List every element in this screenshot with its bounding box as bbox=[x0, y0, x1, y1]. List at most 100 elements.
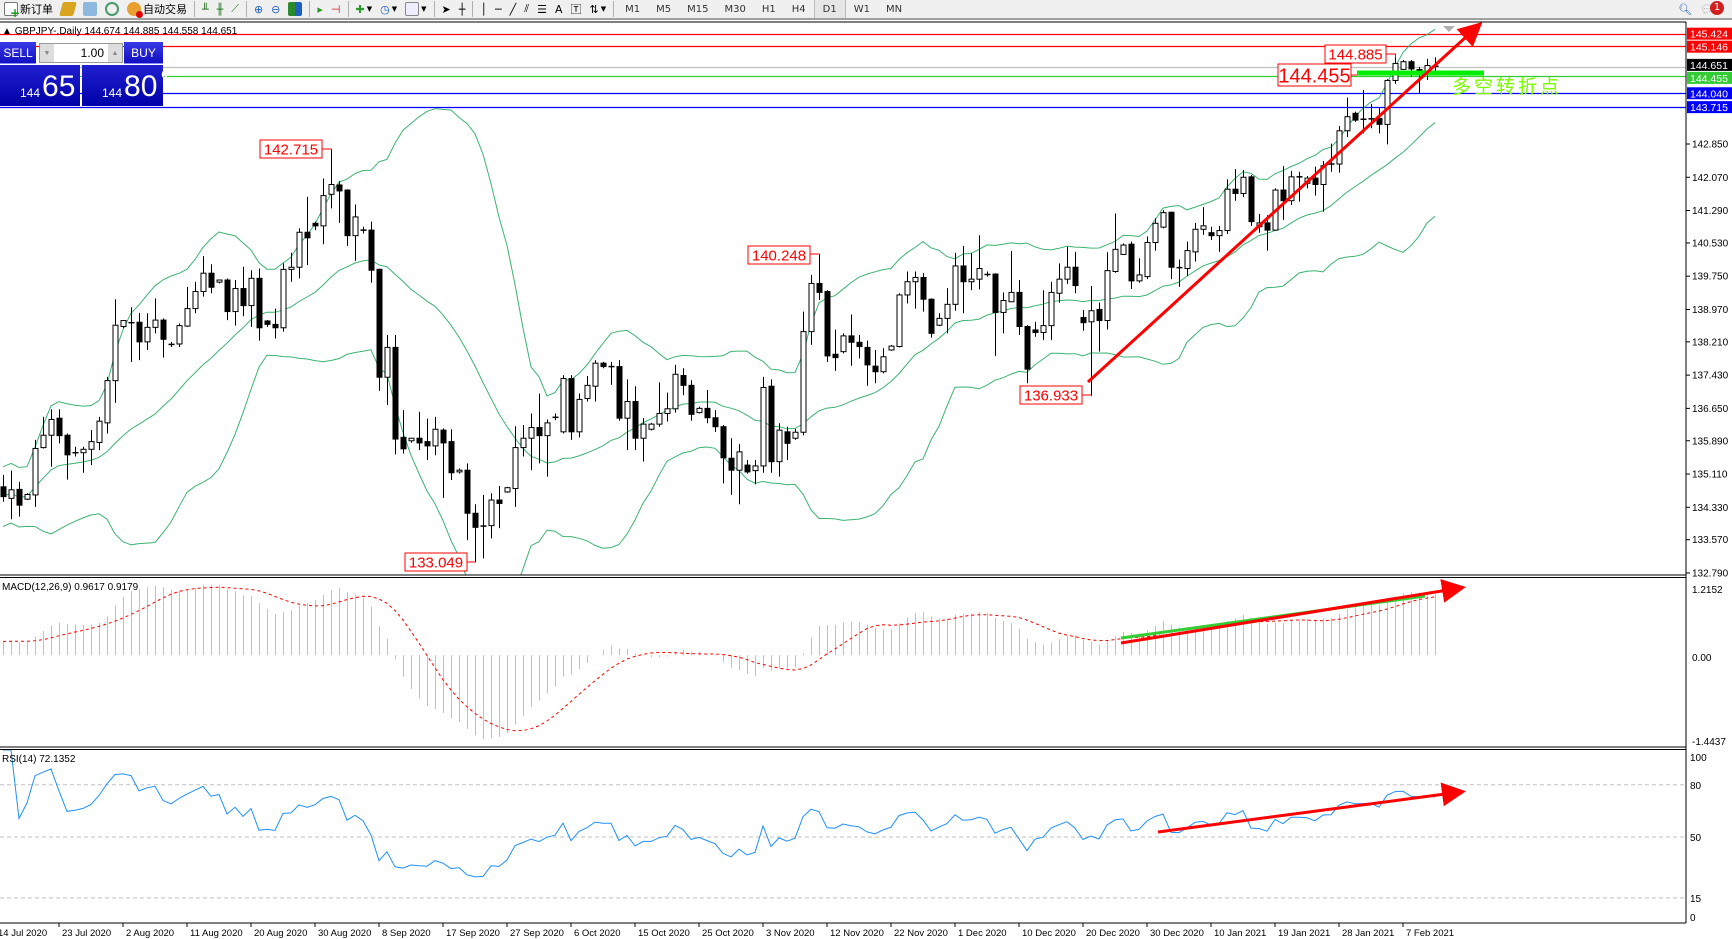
candle[interactable] bbox=[512, 426, 519, 507]
candle[interactable] bbox=[624, 379, 631, 451]
candle[interactable] bbox=[592, 360, 599, 402]
candle[interactable] bbox=[1384, 79, 1391, 145]
candle[interactable] bbox=[72, 446, 79, 457]
candle[interactable] bbox=[1344, 97, 1351, 138]
candle[interactable] bbox=[760, 376, 767, 473]
fibonacci-button[interactable]: ☰ bbox=[533, 0, 551, 18]
candle[interactable] bbox=[568, 375, 575, 440]
candle[interactable] bbox=[1152, 218, 1159, 251]
candle[interactable] bbox=[840, 333, 847, 354]
candle[interactable] bbox=[120, 320, 127, 329]
candle[interactable] bbox=[224, 278, 231, 321]
notifications-button[interactable]: 💬︎ 1 bbox=[1696, 0, 1724, 18]
candle[interactable] bbox=[1280, 166, 1287, 220]
candle[interactable] bbox=[200, 256, 207, 297]
candle[interactable] bbox=[552, 413, 559, 421]
candle[interactable] bbox=[1136, 258, 1143, 283]
candle[interactable] bbox=[368, 221, 375, 283]
chart-window[interactable]: ▲ GBPJPY-,Daily 144.674 144.885 144.558 … bbox=[0, 20, 1732, 939]
price-label-high2[interactable]: 140.248 bbox=[747, 245, 820, 265]
crosshair-button[interactable]: ┼ bbox=[455, 0, 470, 18]
candle[interactable] bbox=[960, 245, 967, 314]
candle[interactable] bbox=[184, 286, 191, 327]
candle[interactable] bbox=[232, 280, 239, 326]
candle[interactable] bbox=[1240, 170, 1247, 198]
candle[interactable] bbox=[984, 271, 991, 277]
candle[interactable] bbox=[936, 313, 943, 327]
candle[interactable] bbox=[800, 311, 807, 436]
timeframe-d1[interactable]: D1 bbox=[813, 0, 846, 18]
candle[interactable] bbox=[1224, 179, 1231, 234]
candle[interactable] bbox=[1296, 171, 1303, 202]
candle[interactable] bbox=[32, 439, 39, 507]
candle[interactable] bbox=[1016, 280, 1023, 336]
candle[interactable] bbox=[240, 266, 247, 317]
candle[interactable] bbox=[1248, 175, 1255, 226]
candle[interactable] bbox=[496, 485, 503, 529]
auto-scroll-button[interactable]: ▸ bbox=[313, 0, 327, 18]
candle[interactable] bbox=[952, 252, 959, 311]
candle[interactable] bbox=[784, 426, 791, 460]
price-label-low1[interactable]: 133.049 bbox=[404, 552, 476, 572]
trend-arrow-macd[interactable] bbox=[1120, 579, 1466, 645]
candle[interactable] bbox=[336, 181, 343, 223]
candle[interactable] bbox=[1288, 170, 1295, 205]
candle[interactable] bbox=[288, 252, 295, 282]
candle[interactable] bbox=[1192, 222, 1199, 262]
candle[interactable] bbox=[904, 271, 911, 304]
candle[interactable] bbox=[528, 413, 535, 471]
timeframe-m5[interactable]: M5 bbox=[656, 3, 672, 15]
price-label-high1[interactable]: 142.715 bbox=[259, 139, 332, 159]
timeframe-h1[interactable]: H1 bbox=[761, 3, 776, 15]
candle[interactable] bbox=[888, 344, 895, 351]
candle[interactable] bbox=[280, 263, 287, 332]
candle[interactable] bbox=[0, 474, 7, 502]
candle[interactable] bbox=[824, 290, 831, 362]
candle[interactable] bbox=[320, 178, 327, 245]
candle[interactable] bbox=[648, 422, 655, 431]
candle[interactable] bbox=[544, 419, 551, 477]
candle[interactable] bbox=[1232, 169, 1239, 201]
candle[interactable] bbox=[88, 430, 95, 466]
candle[interactable] bbox=[928, 298, 935, 338]
candle[interactable] bbox=[1200, 207, 1207, 235]
new-order-button[interactable]: + 新订单 bbox=[0, 0, 57, 19]
candle[interactable] bbox=[136, 312, 143, 361]
candle[interactable] bbox=[1000, 292, 1007, 334]
candle[interactable] bbox=[704, 390, 711, 424]
candle[interactable] bbox=[1360, 89, 1367, 134]
signals-button[interactable] bbox=[101, 0, 123, 18]
tile-windows-button[interactable] bbox=[284, 0, 306, 18]
candle[interactable] bbox=[456, 468, 463, 474]
candle[interactable] bbox=[1264, 215, 1271, 251]
candle[interactable] bbox=[408, 437, 415, 443]
timeframe-h4[interactable]: H4 bbox=[791, 3, 806, 15]
candle[interactable] bbox=[1120, 243, 1127, 255]
candle[interactable] bbox=[248, 270, 255, 327]
candle[interactable] bbox=[600, 361, 607, 369]
candle[interactable] bbox=[864, 340, 871, 386]
candle[interactable] bbox=[152, 298, 159, 334]
candle[interactable] bbox=[584, 375, 591, 402]
candle[interactable] bbox=[848, 314, 855, 366]
templates-button[interactable]: ▼ bbox=[401, 0, 430, 18]
candlestick-button[interactable]: ╫ bbox=[213, 0, 228, 18]
candle[interactable] bbox=[1184, 241, 1191, 277]
candle[interactable] bbox=[808, 274, 815, 345]
candle[interactable] bbox=[736, 444, 743, 505]
timeframe-w1[interactable]: W1 bbox=[853, 3, 870, 15]
horizontal-line-button[interactable]: ─ bbox=[491, 0, 506, 18]
candle[interactable] bbox=[664, 392, 671, 422]
candle[interactable] bbox=[64, 433, 71, 480]
candle[interactable] bbox=[160, 318, 167, 358]
candle[interactable] bbox=[856, 335, 863, 359]
candle[interactable] bbox=[1056, 263, 1063, 303]
zoom-in-button[interactable]: ⊕ bbox=[250, 0, 267, 18]
candle[interactable] bbox=[744, 459, 751, 474]
sell-button[interactable]: SELL bbox=[0, 42, 36, 64]
candle[interactable] bbox=[688, 380, 695, 421]
candle[interactable] bbox=[432, 416, 439, 456]
candle[interactable] bbox=[16, 481, 23, 517]
candle[interactable] bbox=[208, 264, 215, 294]
candle[interactable] bbox=[912, 271, 919, 309]
